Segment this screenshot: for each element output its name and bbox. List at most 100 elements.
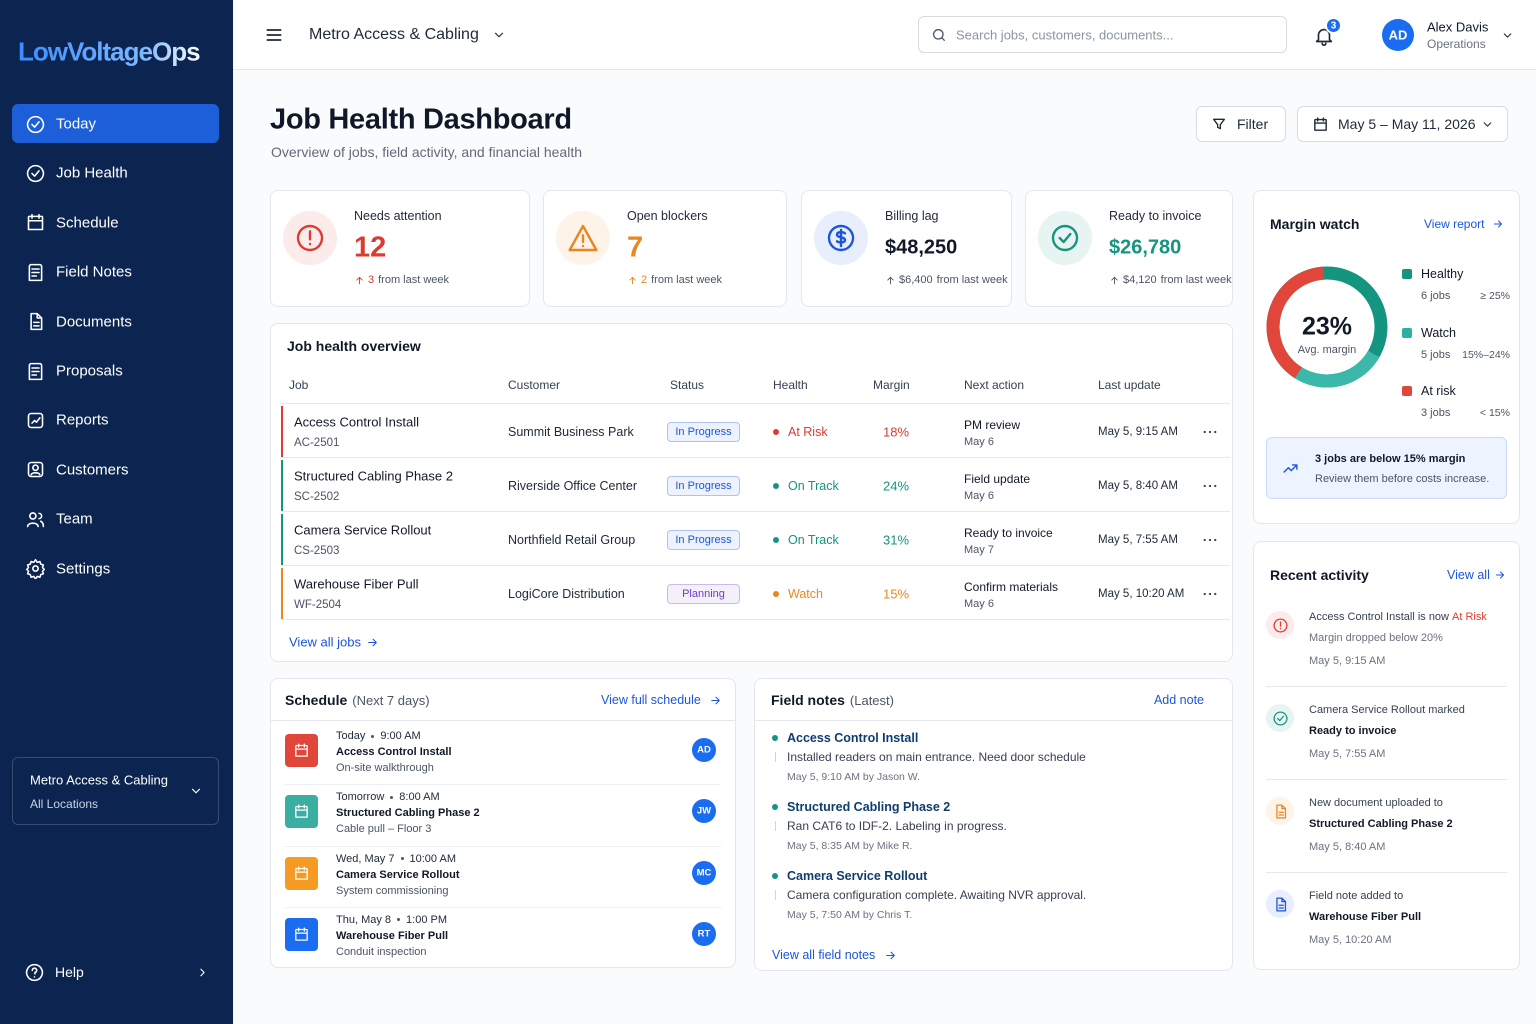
icon (28, 263, 42, 281)
assignee-avatar (692, 921, 716, 946)
icon-path (295, 804, 308, 819)
nav-item[interactable] (12, 400, 219, 439)
table-row[interactable] (281, 567, 1230, 620)
activity-card (1253, 541, 1520, 970)
icon-path (25, 559, 45, 580)
avatar[interactable] (1382, 19, 1414, 51)
icon-path (27, 412, 43, 429)
schedule-icon-bg (285, 856, 318, 890)
icon (295, 866, 308, 880)
nav-item[interactable] (12, 252, 219, 291)
schedule-subtitle: (Next 7 days) (352, 692, 430, 708)
nav-item[interactable] (12, 104, 219, 143)
schedule-day: Thu, May 8 (336, 913, 392, 926)
job-id: WF-2504 (294, 599, 342, 611)
icon-path (1494, 220, 1502, 228)
kpi-label: Open blockers (627, 209, 708, 223)
view-schedule-link[interactable]: View full schedule (601, 693, 701, 707)
icon (27, 412, 43, 429)
icon (885, 951, 895, 959)
nav-item[interactable] (12, 203, 219, 242)
activity-icon-bg (1266, 890, 1294, 918)
icon (27, 214, 43, 231)
icon-path (29, 312, 42, 331)
kpi-label: Billing lag (885, 209, 939, 223)
view-all-activity-link[interactable]: View all (1447, 568, 1490, 582)
nav-label: Proposals (56, 362, 123, 380)
table-row[interactable] (281, 405, 1230, 458)
nav-item[interactable] (12, 549, 219, 588)
view-report-link[interactable]: View report (1424, 217, 1485, 231)
note-title: Access Control Install (787, 731, 919, 745)
icon (1275, 896, 1286, 912)
nav-item[interactable] (12, 351, 219, 390)
field-notes-card (754, 678, 1233, 971)
activity-text: Camera Service Rollout marked (1309, 704, 1465, 716)
icon-path (26, 164, 44, 183)
icon (355, 276, 363, 284)
next-action-date: May 6 (964, 598, 994, 610)
icon-path (355, 276, 363, 284)
icon (367, 638, 377, 646)
search-box[interactable] (918, 16, 1287, 53)
next-action: PM review (964, 418, 1021, 432)
search-placeholder: Search jobs, customers, documents... (956, 27, 1174, 43)
schedule-day: Wed, May 7 (336, 852, 395, 865)
brand-logo: LowVoltageOps (18, 36, 201, 67)
icon (1483, 121, 1491, 127)
icon-path (710, 696, 720, 704)
activity-detail: Margin dropped below 20% (1309, 632, 1443, 644)
jobs-card (270, 323, 1233, 662)
table-row[interactable] (281, 513, 1230, 566)
schedule-divider (285, 784, 721, 786)
legend-swatch (1402, 269, 1412, 279)
nav-label: Settings (56, 560, 111, 578)
schedule-detail: Conduit inspection (336, 945, 427, 958)
margin-value: 15% (883, 586, 910, 602)
add-note-link[interactable]: Add note (1153, 693, 1204, 707)
icon-path (885, 951, 895, 959)
icon (710, 696, 720, 704)
note-line (774, 821, 776, 831)
job-name: Camera Service Rollout (294, 522, 432, 538)
nav-item[interactable] (12, 153, 219, 192)
nav-item[interactable] (12, 499, 219, 538)
schedule-title: Schedule (285, 692, 348, 708)
column-header: Health (773, 378, 808, 392)
icon (1110, 276, 1118, 284)
customer: Riverside Office Center (508, 479, 637, 493)
separator-dot (397, 918, 401, 922)
nav-item[interactable] (12, 302, 219, 341)
margin-donut (1266, 266, 1388, 388)
activity-text: Access Control Install is now (1309, 611, 1449, 623)
icon (26, 115, 44, 133)
view-all-jobs-link[interactable]: View all jobs (289, 634, 362, 650)
customer: Northfield Retail Group (508, 533, 636, 547)
table-row[interactable] (281, 459, 1230, 512)
column-header: Customer (508, 378, 561, 392)
status-label: Planning (682, 588, 725, 600)
view-all-notes-link[interactable]: View all field notes (772, 948, 876, 962)
avg-margin-label: Avg. margin (1297, 344, 1357, 356)
job-id: SC-2502 (294, 491, 340, 503)
schedule-time: 8:00 AM (399, 791, 440, 804)
column-header: Job (289, 378, 309, 392)
nav-item[interactable] (12, 450, 219, 489)
activity-title: Recent activity (1270, 567, 1369, 583)
org-switcher[interactable] (12, 757, 219, 825)
filter-button[interactable] (1196, 106, 1286, 142)
schedule-icon-bg (285, 795, 318, 829)
activity-icon-bg (1266, 704, 1294, 732)
row-accent (281, 460, 283, 511)
legend-name: Healthy (1421, 267, 1464, 281)
icon (295, 743, 308, 757)
last-update: May 5, 9:15 AM (1098, 426, 1178, 438)
field-notes-title: Field notes (771, 692, 845, 708)
icon-path (886, 276, 894, 284)
icon (25, 963, 43, 981)
schedule-job: Camera Service Rollout (336, 868, 460, 881)
nav-label: Reports (56, 411, 109, 429)
kpi-delta-value: 2 (641, 274, 648, 286)
date-button[interactable] (1297, 106, 1508, 142)
help-item[interactable] (12, 955, 219, 989)
